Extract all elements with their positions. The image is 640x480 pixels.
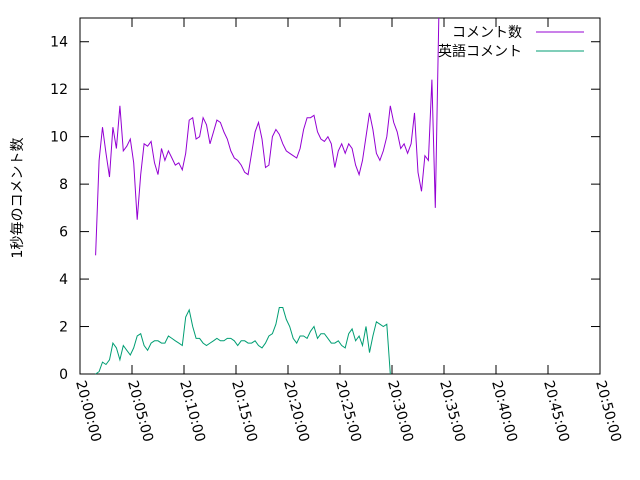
x-tick-label: 20:35:00: [436, 379, 468, 444]
x-tick-label: 20:05:00: [124, 379, 156, 444]
y-tick-label: 14: [50, 35, 68, 51]
x-tick-label: 20:10:00: [176, 379, 208, 444]
y-tick-label: 4: [59, 272, 68, 288]
y-tick-label: 12: [50, 82, 68, 98]
x-tick-label: 20:20:00: [280, 379, 312, 444]
y-axis-label: 1秒毎のコメント数: [10, 138, 26, 259]
plot-frame: [79, 17, 601, 375]
y-tick-label: 10: [50, 130, 68, 146]
series-line-1: [95, 17, 440, 256]
x-tick-label: 20:45:00: [540, 379, 572, 444]
legend-label-2: 英語コメント: [438, 43, 522, 60]
plot-area: [95, 17, 440, 375]
x-tick-label: 20:15:00: [228, 379, 260, 444]
y-tick-label: 8: [59, 177, 68, 193]
series-line-2: [95, 307, 391, 375]
x-tick-label: 20:00:00: [72, 379, 104, 444]
x-tick-label: 20:50:00: [592, 379, 624, 444]
y-tick-label: 6: [59, 225, 68, 241]
x-tick-label: 20:40:00: [488, 379, 520, 444]
x-tick-label: 20:25:00: [332, 379, 364, 444]
y-tick-label: 0: [59, 367, 68, 383]
y-tick-label: 2: [59, 320, 68, 336]
legend-label-1: コメント数: [452, 25, 522, 41]
x-tick-label: 20:30:00: [384, 379, 416, 444]
axes: 0 2 4 6 8 10 12 14 20:00:00 20:05:00 20:10:00 20:15…: [50, 17, 624, 444]
